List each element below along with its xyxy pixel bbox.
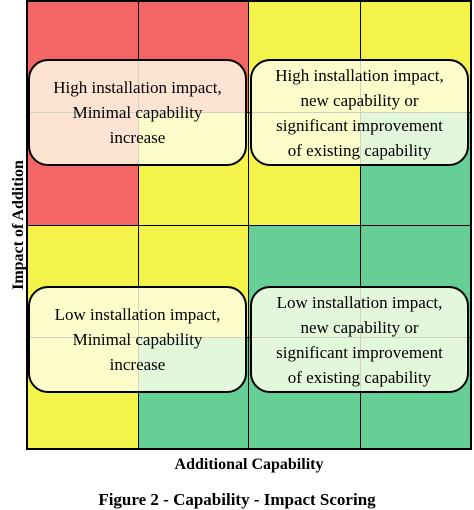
- callout-line: of existing capability: [287, 367, 432, 387]
- quadrant-callout-top-left: High installation impact, Minimal capabi…: [28, 59, 247, 166]
- quadrant-callout-bottom-right: Low installation impact, new capability …: [250, 286, 469, 393]
- callout-line: Low installation impact,: [276, 292, 443, 312]
- callout-text: Low installation impact, new capability …: [276, 290, 443, 390]
- callout-line: significant improvement: [276, 342, 443, 362]
- callout-text: Low installation impact, Minimal capabil…: [55, 302, 221, 377]
- figure-caption: Figure 2 - Capability - Impact Scoring: [98, 490, 376, 509]
- callout-line: new capability or: [300, 90, 419, 110]
- callout-line: significant improvement: [276, 115, 443, 135]
- callout-line: Low installation impact,: [54, 305, 221, 324]
- callout-line: increase: [109, 128, 166, 147]
- callout-line: Minimal capability: [72, 103, 203, 122]
- callout-text: High installation impact, Minimal capabi…: [53, 75, 222, 150]
- callout-line: High installation impact,: [275, 65, 444, 85]
- capability-impact-grid: High installation impact, Minimal capabi…: [26, 0, 472, 450]
- quadrant-callout-bottom-left: Low installation impact, Minimal capabil…: [28, 286, 247, 393]
- callout-text: High installation impact, new capability…: [275, 63, 444, 163]
- callout-line: of existing capability: [287, 140, 432, 160]
- quadrant-callout-top-right: High installation impact, new capability…: [250, 59, 469, 166]
- x-axis-label: Additional Capability: [174, 456, 324, 473]
- callout-line: Minimal capability: [72, 330, 203, 349]
- callout-line: High installation impact,: [53, 78, 222, 97]
- callout-line: increase: [109, 355, 166, 374]
- callout-line: new capability or: [300, 317, 419, 337]
